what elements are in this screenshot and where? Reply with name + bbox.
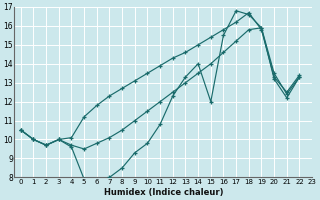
X-axis label: Humidex (Indice chaleur): Humidex (Indice chaleur) xyxy=(104,188,223,197)
